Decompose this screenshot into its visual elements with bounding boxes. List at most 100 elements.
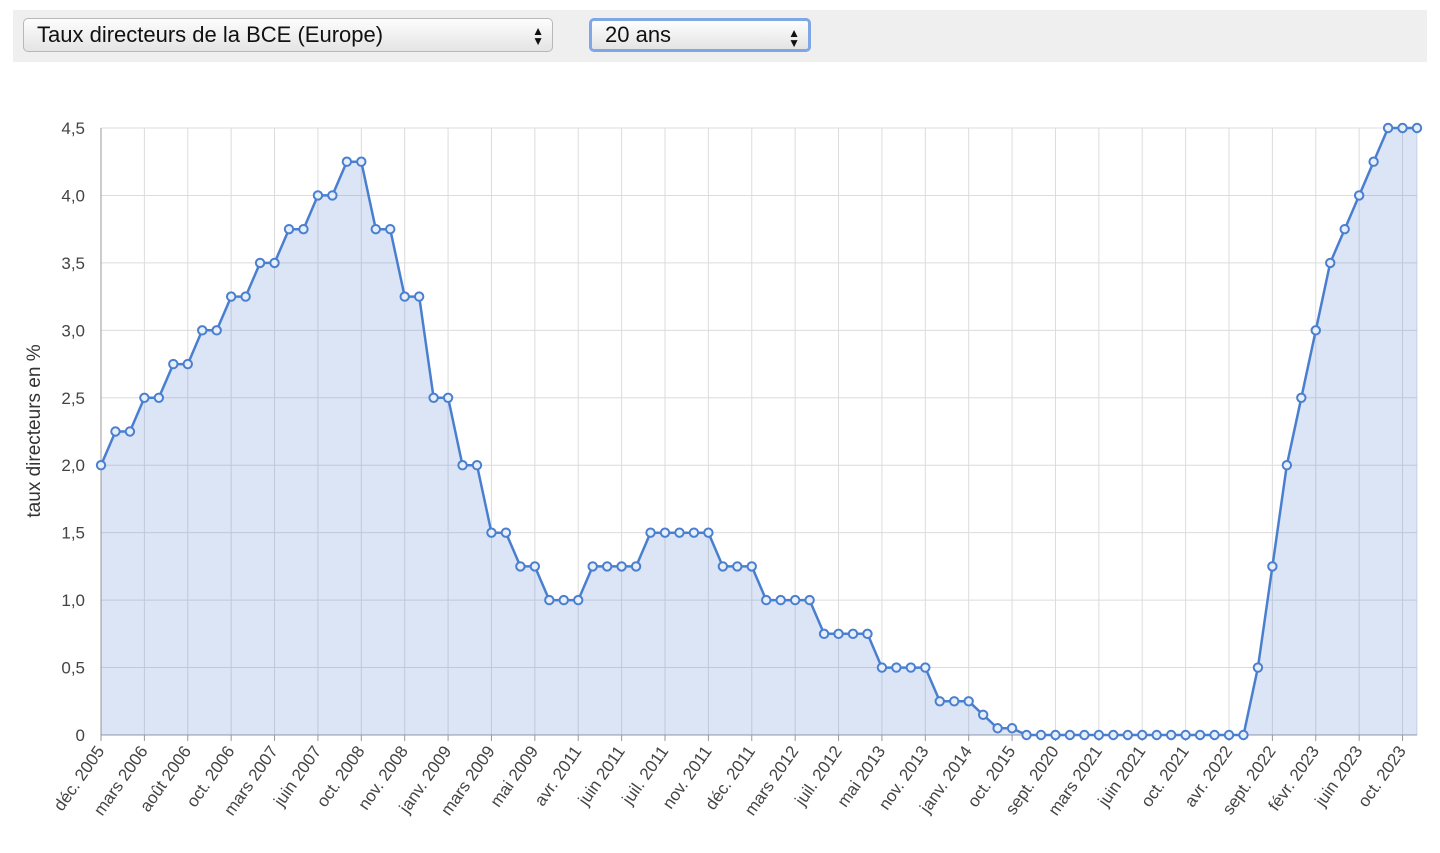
point — [1368, 156, 1379, 167]
point — [1310, 325, 1321, 336]
point — [775, 594, 786, 606]
point — [1064, 729, 1076, 741]
point — [1267, 561, 1278, 572]
point — [963, 696, 974, 707]
point — [500, 527, 512, 538]
point — [717, 561, 729, 572]
point — [818, 628, 830, 640]
toolbar: Taux directeurs de la BCE (Europe) ▲ ▼ 20 … — [13, 10, 1427, 62]
point — [616, 561, 627, 572]
point — [1194, 729, 1206, 741]
point — [110, 426, 121, 437]
point — [688, 527, 700, 538]
point — [905, 662, 917, 673]
point — [385, 223, 396, 235]
y-tick-label: 0,5 — [61, 659, 85, 678]
point — [1050, 729, 1061, 741]
select-arrow: ▲ ▼ — [532, 24, 544, 48]
area — [101, 128, 1417, 735]
point — [1137, 729, 1148, 741]
point — [1180, 729, 1191, 741]
point — [168, 358, 179, 370]
point — [573, 594, 584, 606]
point — [240, 291, 251, 302]
y-tick-label: 1,0 — [61, 591, 85, 610]
select-text: 20 ans — [605, 22, 672, 47]
point — [1122, 729, 1133, 741]
point — [601, 561, 613, 572]
point — [269, 257, 280, 269]
point — [732, 561, 743, 572]
point — [703, 527, 714, 538]
point — [341, 156, 353, 167]
point — [312, 190, 324, 201]
point — [1151, 729, 1162, 741]
point — [1353, 190, 1365, 201]
point — [977, 709, 989, 720]
point — [1108, 729, 1119, 741]
point — [630, 561, 642, 572]
point — [862, 628, 873, 640]
y-tick-label: 1,5 — [61, 524, 85, 543]
period-select[interactable]: 20 ans ▲ ▼ — [589, 18, 811, 52]
y-tick-label: 2,0 — [61, 456, 85, 475]
point — [327, 190, 338, 201]
select-arrow: ▲ ▼ — [788, 26, 800, 50]
y-tick-label: 3,5 — [61, 254, 85, 273]
point — [558, 594, 569, 606]
point — [804, 594, 815, 606]
point — [457, 460, 468, 471]
point — [124, 426, 136, 437]
point — [225, 291, 237, 302]
point — [746, 561, 757, 572]
point — [761, 594, 772, 606]
point — [283, 223, 295, 235]
point — [1093, 729, 1105, 741]
point — [949, 696, 960, 707]
y-tick-label: 4,5 — [61, 119, 85, 138]
point — [1238, 729, 1249, 741]
point — [428, 392, 439, 403]
point — [1339, 223, 1350, 235]
y-tick-label: 0 — [76, 726, 85, 745]
point — [1223, 729, 1235, 741]
point — [370, 223, 381, 235]
point — [1209, 729, 1220, 741]
y-tick-label: 2,5 — [61, 389, 85, 408]
point — [1397, 122, 1408, 134]
point — [891, 662, 902, 673]
point — [471, 460, 483, 471]
point — [211, 325, 222, 336]
point — [1165, 729, 1177, 741]
point — [139, 392, 150, 403]
point — [920, 662, 931, 673]
point — [153, 392, 165, 403]
point — [298, 223, 309, 235]
point — [789, 594, 801, 606]
point — [934, 696, 945, 707]
point — [645, 527, 656, 538]
indicator-select[interactable]: Taux directeurs de la BCE (Europe) ▲ ▼ — [23, 18, 553, 52]
point — [992, 723, 1003, 734]
point — [95, 460, 107, 471]
point — [659, 527, 671, 538]
point — [1252, 662, 1264, 673]
point — [197, 325, 208, 336]
point — [1006, 723, 1018, 734]
point — [529, 561, 541, 572]
point — [486, 527, 497, 538]
point — [833, 628, 844, 640]
point — [876, 662, 888, 673]
y-tick-label: 3,0 — [61, 321, 85, 340]
point — [1411, 122, 1423, 134]
point — [515, 561, 526, 572]
point — [1079, 729, 1090, 741]
point — [544, 594, 555, 606]
point — [1296, 392, 1307, 403]
point — [1035, 729, 1047, 741]
point — [442, 392, 454, 403]
point — [254, 257, 266, 269]
point — [1382, 122, 1394, 134]
